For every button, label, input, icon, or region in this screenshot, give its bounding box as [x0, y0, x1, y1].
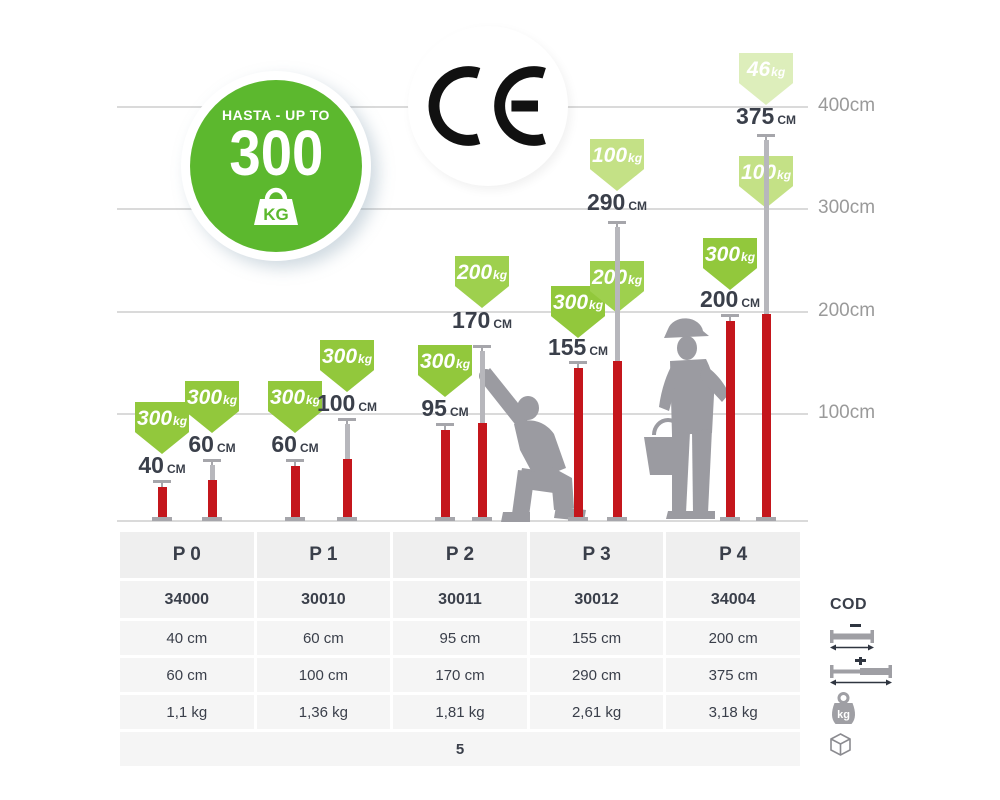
axis-label-400: 400cm [818, 95, 876, 116]
min-cell: 40 cm [120, 621, 254, 655]
gridline-ground [117, 520, 808, 522]
weight-cell: 3,18 kg [666, 695, 800, 729]
weight-kg-icon: kg [831, 692, 856, 724]
load-arrow: 300 kg [185, 381, 239, 433]
prop-bar [568, 361, 588, 521]
height-label: 290 CM [586, 189, 648, 215]
min-cell: 60 cm [256, 621, 391, 655]
min-cell: 200 cm [666, 621, 800, 655]
badge-value: 300 [229, 116, 323, 189]
code-cell: 30012 [529, 581, 664, 618]
table-box-quantity-row: 5 [120, 732, 800, 766]
load-arrow: 300 kg [268, 381, 322, 433]
load-arrow: 300 kg [418, 345, 472, 397]
table-min-row: 40 cm 60 cm 95 cm 155 cm 200 cm [120, 621, 800, 655]
height-label: 100 CM [316, 390, 378, 416]
header-p3: P 3 [529, 532, 664, 578]
prop-bar [152, 480, 172, 521]
axis-label-100: 100cm [818, 402, 876, 423]
max-cell: 290 cm [529, 658, 664, 692]
header-p4: P 4 [666, 532, 800, 578]
prop-bar [756, 134, 776, 521]
code-cell: 30011 [393, 581, 527, 618]
code-cell: 30010 [256, 581, 391, 618]
weight-cell: 1,81 kg [393, 695, 527, 729]
min-cell: 155 cm [529, 621, 664, 655]
load-arrow: 300 kg [320, 340, 374, 392]
height-label: 155 CM [547, 334, 609, 360]
units-per-box-cell: 5 [120, 732, 800, 766]
spec-table: P 0 P 1 P 2 P 3 P 4 34000 30010 30011 30… [120, 532, 800, 766]
load-arrow: 300 kg [135, 402, 189, 454]
weight-bag-icon: KG [254, 188, 298, 226]
gridline-300 [117, 208, 808, 210]
height-label: 60 CM [188, 431, 236, 457]
gridline-100 [117, 413, 808, 415]
standing-worker-silhouette [644, 318, 728, 519]
prop-bar [285, 459, 305, 521]
table-code-row: 34000 30010 30011 30012 34004 [120, 581, 800, 618]
max-length-icon [830, 657, 892, 686]
load-arrow: 46 kg [739, 53, 793, 105]
header-p1: P 1 [256, 532, 391, 578]
axis-label-200: 200cm [818, 300, 876, 321]
prop-bar [607, 221, 627, 521]
table-max-row: 60 cm 100 cm 170 cm 290 cm 375 cm [120, 658, 800, 692]
load-arrow: 300 kg [703, 238, 757, 290]
badge-top-text: HASTA - UP TO [222, 106, 330, 123]
min-length-icon [830, 624, 874, 651]
load-arrow: 100 kg [590, 139, 644, 191]
load-arrow: 200 kg [455, 256, 509, 308]
svg-text:KG: KG [263, 205, 289, 224]
axis-label-300: 300cm [818, 197, 876, 218]
header-p2: P 2 [393, 532, 527, 578]
box-quantity-icon [830, 733, 851, 756]
prop-bar [435, 423, 455, 521]
prop-bar [337, 418, 357, 521]
ce-mark-icon [428, 66, 546, 146]
gridline-200 [117, 311, 808, 313]
kneeling-worker-silhouette [479, 368, 586, 522]
min-cell: 95 cm [393, 621, 527, 655]
prop-bar [720, 314, 740, 521]
max-cell: 170 cm [393, 658, 527, 692]
height-label: 95 CM [421, 395, 469, 421]
height-label: 170 CM [451, 307, 513, 333]
weight-cell: 1,36 kg [256, 695, 391, 729]
height-label: 200 CM [699, 286, 761, 312]
max-cell: 375 cm [666, 658, 800, 692]
weight-cell: 1,1 kg [120, 695, 254, 729]
max-cell: 100 cm [256, 658, 391, 692]
cod-label: COD [830, 596, 868, 613]
code-cell: 34000 [120, 581, 254, 618]
prop-bar [472, 345, 492, 521]
height-label: 60 CM [271, 431, 319, 457]
max-cell: 60 cm [120, 658, 254, 692]
weight-cell: 2,61 kg [529, 695, 664, 729]
svg-text:kg: kg [837, 709, 850, 721]
header-p0: P 0 [120, 532, 254, 578]
prop-bar [202, 459, 222, 521]
height-label: 375 CM [735, 103, 797, 129]
ce-mark-circle [408, 26, 568, 186]
height-label: 40 CM [138, 452, 186, 478]
table-header-row: P 0 P 1 P 2 P 3 P 4 [120, 532, 800, 578]
code-cell: 34004 [666, 581, 800, 618]
max-load-badge: HASTA - UP TO 300 KG [190, 80, 362, 252]
table-weight-row: 1,1 kg 1,36 kg 1,81 kg 2,61 kg 3,18 kg [120, 695, 800, 729]
